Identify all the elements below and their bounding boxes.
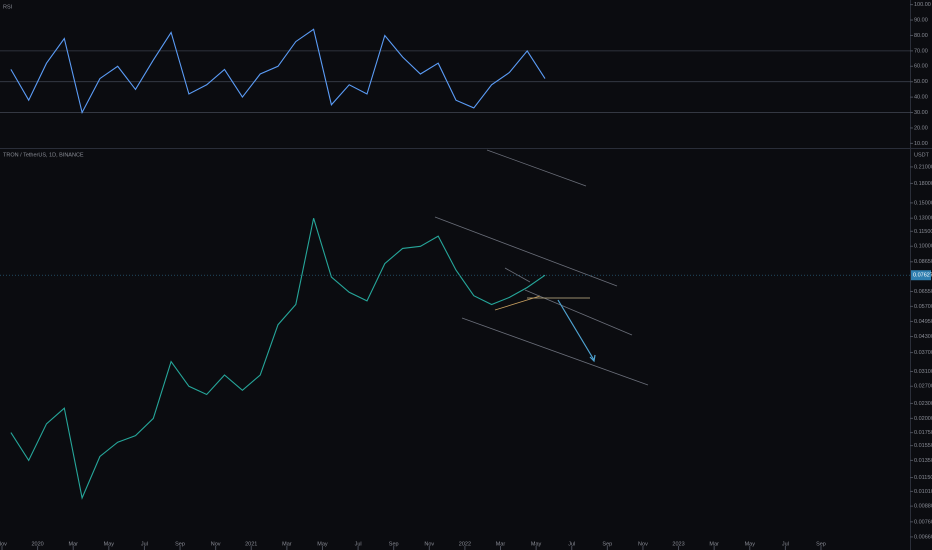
y-tick-label: 0.00880 (914, 504, 932, 510)
y-tick-label: 0.01150 (914, 475, 932, 481)
trend-line (461, 317, 649, 386)
trend-line (524, 289, 633, 336)
x-tick-label: Nov (211, 541, 221, 547)
x-tick-label: Jul (782, 541, 789, 547)
y-tick-label: 0.01750 (914, 430, 932, 436)
y-tick-label: 10.00 (914, 141, 928, 147)
trend-line (486, 149, 587, 187)
last-price-label: 0.07627 (913, 273, 932, 279)
y-tick-label: 0.04300 (914, 334, 932, 340)
y-tick-label: 0.13000 (914, 216, 932, 222)
y-tick-label: 0.01550 (914, 443, 932, 449)
triangle-line (504, 267, 531, 283)
x-tick-label: Mar (496, 541, 506, 547)
x-tick-label: Jul (141, 541, 148, 547)
y-tick-label: 0.02700 (914, 384, 932, 390)
y-tick-label: 80.00 (914, 33, 928, 39)
y-tick-label: 0.02300 (914, 401, 932, 407)
data-line (10, 218, 546, 500)
y-tick-label: 0.01350 (914, 458, 932, 464)
y-tick-label: 0.11500 (914, 229, 932, 235)
trend-line (434, 216, 618, 287)
y-tick-label: 0.18000 (914, 181, 932, 187)
x-tick-label: Jul (355, 541, 362, 547)
x-tick-label: 2021 (245, 541, 257, 547)
x-tick-label: Nov (0, 541, 7, 547)
x-tick-label: 2020 (31, 541, 43, 547)
x-tick-label: 2023 (672, 541, 684, 547)
y-tick-label: 50.00 (914, 79, 928, 85)
arrow-head (589, 354, 596, 363)
rsi-title: RSI (3, 4, 13, 10)
y-tick-label: 40.00 (914, 95, 928, 101)
x-tick-label: May (531, 541, 542, 547)
y-tick-label: 100.00 (914, 2, 931, 8)
x-tick-label: Nov (424, 541, 434, 547)
y-tick-label: 0.02000 (914, 416, 932, 422)
price-title: TRON / TetherUS, 1D, BINANCE (3, 152, 84, 158)
x-tick-label: May (317, 541, 328, 547)
y-tick-label: 60.00 (914, 64, 928, 70)
x-tick-label: Sep (816, 541, 826, 547)
x-tick-label: Mar (709, 541, 719, 547)
x-tick-label: Jul (568, 541, 575, 547)
projection-arrow (557, 299, 595, 361)
y-tick-label: 0.03100 (914, 369, 932, 375)
x-tick-label: May (104, 541, 115, 547)
y-tick-label: 0.05700 (914, 304, 932, 310)
price-axis-label: USDT (914, 152, 930, 158)
y-tick-label: 70.00 (914, 48, 928, 54)
x-tick-label: Mar (282, 541, 292, 547)
y-tick-label: 0.15000 (914, 200, 932, 206)
y-tick-label: 0.03700 (914, 350, 932, 356)
y-tick-label: 0.00660 (914, 534, 932, 540)
triangle-line (494, 295, 541, 311)
x-tick-label: Sep (389, 541, 399, 547)
x-tick-label: Sep (602, 541, 612, 547)
y-tick-label: 20.00 (914, 125, 928, 131)
x-tick-label: Nov (638, 541, 648, 547)
last-price-box (911, 270, 931, 281)
x-tick-label: May (745, 541, 756, 547)
y-tick-label: 0.10000 (914, 244, 932, 250)
y-tick-label: 90.00 (914, 17, 928, 23)
y-tick-label: 0.01010 (914, 489, 932, 495)
y-tick-label: 0.21000 (914, 164, 932, 170)
y-tick-label: 0.08650 (914, 259, 932, 265)
x-tick-label: Sep (175, 541, 185, 547)
y-tick-label: 0.04950 (914, 319, 932, 325)
data-line (10, 28, 546, 115)
y-tick-label: 30.00 (914, 110, 928, 116)
drawings (434, 149, 649, 386)
x-tick-label: 2022 (459, 541, 471, 547)
y-tick-label: 0.00760 (914, 519, 932, 525)
x-tick-label: Mar (68, 541, 78, 547)
y-tick-label: 0.06550 (914, 289, 932, 295)
